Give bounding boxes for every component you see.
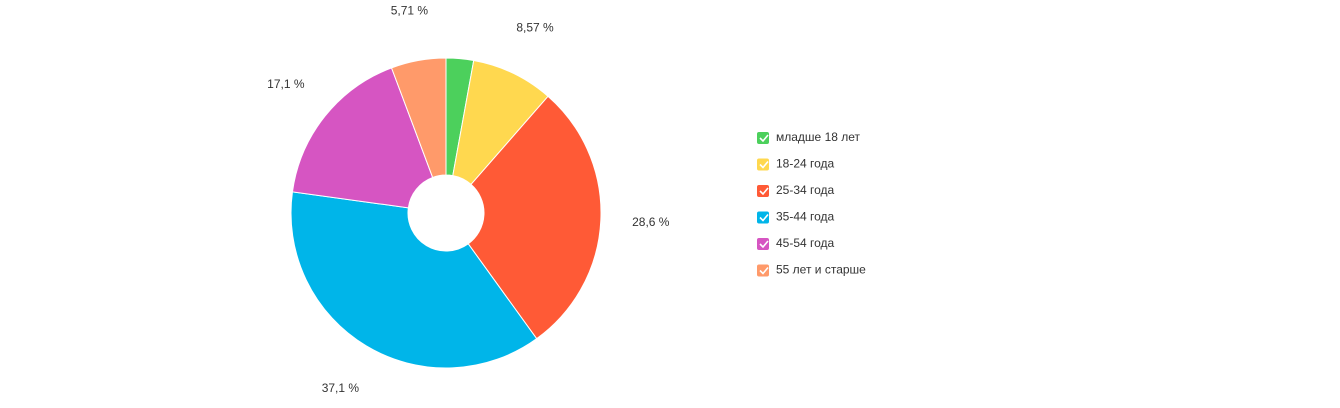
legend-label: 55 лет и старше [776, 263, 866, 277]
legend-swatch [757, 211, 769, 224]
slice [467, 95, 602, 340]
legend-swatch [757, 158, 769, 171]
legend-label: 45-54 года [776, 236, 835, 250]
legend-check [759, 187, 769, 196]
slice [452, 59, 549, 186]
slice [390, 57, 447, 179]
legend-item[interactable]: 45-54 года [757, 236, 835, 250]
legend-item[interactable]: 35-44 года [757, 210, 835, 224]
data-label: 5,71 % [391, 3, 429, 17]
legend-check [759, 160, 769, 169]
legend-swatch [757, 132, 769, 144]
legend-item[interactable]: 18-24 года [757, 157, 835, 171]
legend-check [759, 213, 769, 222]
legend-check [759, 240, 769, 249]
data-label: 8,57 % [516, 21, 554, 35]
legend-label: младше 18 лет [776, 130, 861, 144]
legend-swatch [757, 238, 769, 250]
legend-label: 25-34 года [776, 183, 835, 197]
legend-check [759, 266, 769, 275]
legend-label: 35-44 года [776, 210, 835, 224]
legend-check [759, 134, 769, 143]
legend-swatch [757, 264, 769, 277]
data-label: 17,1 % [267, 77, 305, 91]
legend-swatch [757, 185, 769, 197]
slice [290, 191, 538, 369]
slice [291, 67, 434, 209]
legend-item[interactable]: 55 лет и старше [757, 263, 866, 277]
data-label: 37,1 % [322, 381, 360, 395]
data-label: 28,6 % [632, 215, 670, 229]
legend-item[interactable]: младше 18 лет [757, 130, 861, 144]
legend-label: 18-24 года [776, 157, 835, 171]
legend-item[interactable]: 25-34 года [757, 183, 835, 197]
